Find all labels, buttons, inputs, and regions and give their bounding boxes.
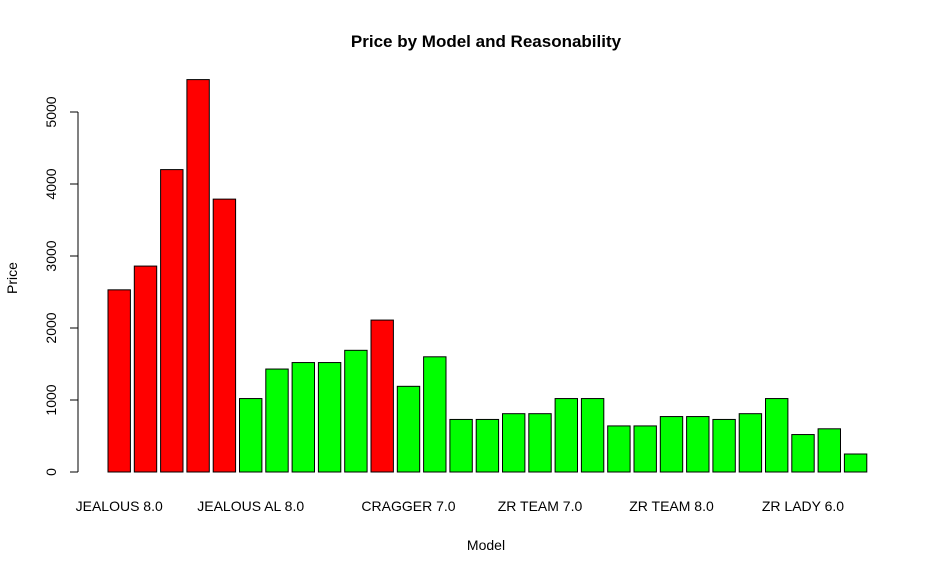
x-tick-label: JEALOUS AL 8.0	[197, 498, 304, 514]
chart-title: Price by Model and Reasonability	[351, 32, 622, 51]
bar	[449, 418, 473, 473]
y-tick-label: 0	[43, 468, 59, 476]
bar	[554, 398, 578, 473]
x-tick-label: ZR TEAM 8.0	[629, 498, 714, 514]
bar	[843, 453, 868, 473]
x-tick-label: ZR TEAM 7.0	[498, 498, 583, 514]
bar	[107, 289, 131, 473]
bar	[738, 413, 763, 473]
bars	[107, 79, 868, 473]
y-axis-label: Price	[4, 262, 20, 294]
y-tick-label: 5000	[43, 96, 59, 127]
x-axis-label: Model	[467, 537, 505, 553]
bar	[423, 356, 447, 473]
bar	[502, 413, 526, 473]
x-tick-label: JEALOUS 8.0	[76, 498, 163, 514]
bar	[607, 425, 631, 473]
bar	[265, 368, 289, 473]
bar	[186, 79, 210, 473]
bar	[659, 416, 684, 473]
bar	[817, 428, 841, 473]
x-tick-labels: JEALOUS 8.0 JEALOUS AL 8.0 CRAGGER 7.0 ZR T…	[76, 498, 845, 514]
bar	[239, 398, 263, 473]
y-tick-label: 3000	[43, 240, 59, 271]
bar	[291, 362, 316, 473]
bar	[712, 418, 736, 473]
bar	[133, 265, 158, 473]
bar	[370, 319, 394, 473]
bar	[765, 398, 789, 473]
x-tick-label: ZR LADY 6.0	[762, 498, 844, 514]
y-tick-label: 2000	[43, 312, 59, 343]
x-tick-label: CRAGGER 7.0	[361, 498, 455, 514]
bar	[791, 434, 815, 473]
bar	[160, 169, 184, 473]
y-axis: 0 1000 2000 3000 4000 5000	[43, 96, 79, 476]
bar	[633, 425, 657, 473]
bar	[396, 385, 421, 473]
bar	[344, 349, 368, 473]
bar	[580, 398, 605, 473]
bar	[475, 418, 500, 473]
bar	[212, 198, 237, 473]
bar	[317, 362, 342, 473]
y-tick-label: 1000	[43, 384, 59, 415]
bar	[686, 416, 710, 473]
y-tick-label: 4000	[43, 168, 59, 199]
bar	[528, 413, 552, 473]
